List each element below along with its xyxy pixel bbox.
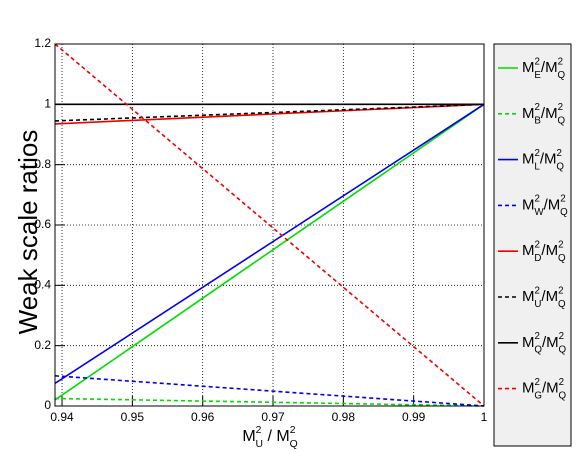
series-line	[54, 103, 485, 385]
x-tick-label: 0.98	[332, 410, 356, 424]
legend-label: M2B​/M2Q​	[522, 102, 565, 127]
legend-box	[493, 43, 572, 447]
series-line	[54, 43, 485, 407]
y-tick-label: 0.6	[34, 217, 51, 231]
series-line	[54, 397, 485, 407]
y-tick-label: 0.2	[34, 338, 51, 352]
y-tick-label: 0.4	[34, 278, 51, 292]
x-tick-label: 0.95	[121, 410, 145, 424]
legend-label: M2W​/M2Q​	[522, 193, 568, 218]
y-tick-label: 0.8	[34, 157, 51, 171]
legend-label: M2E​/M2Q​	[522, 56, 565, 81]
x-tick-label: 0.94	[50, 410, 74, 424]
series-line	[54, 375, 485, 407]
x-tick-label: 0.97	[261, 410, 285, 424]
x-tick-label: 0.96	[191, 410, 215, 424]
x-tick-label: 1	[481, 410, 488, 424]
series-line	[54, 103, 485, 122]
x-tick-label: 0.99	[402, 410, 426, 424]
y-tick-label: 0	[44, 398, 51, 412]
legend-label: M2L​/M2Q​	[522, 147, 564, 172]
legend-label: M2Q​/M2Q​	[522, 331, 567, 356]
y-axis-label: Weak scale ratios	[13, 130, 43, 335]
y-tick-label: 1.2	[34, 36, 51, 50]
legend-label: M2U​/M2Q​	[522, 285, 566, 310]
legend-label: M2D​/M2Q​	[522, 239, 566, 264]
plot-frame	[54, 43, 485, 407]
series-line	[54, 103, 485, 401]
legend-label: M2G​/M2Q​	[522, 376, 567, 401]
y-tick-label: 1	[44, 97, 51, 111]
x-axis-label: M2U​ / M2Q​	[242, 425, 297, 450]
